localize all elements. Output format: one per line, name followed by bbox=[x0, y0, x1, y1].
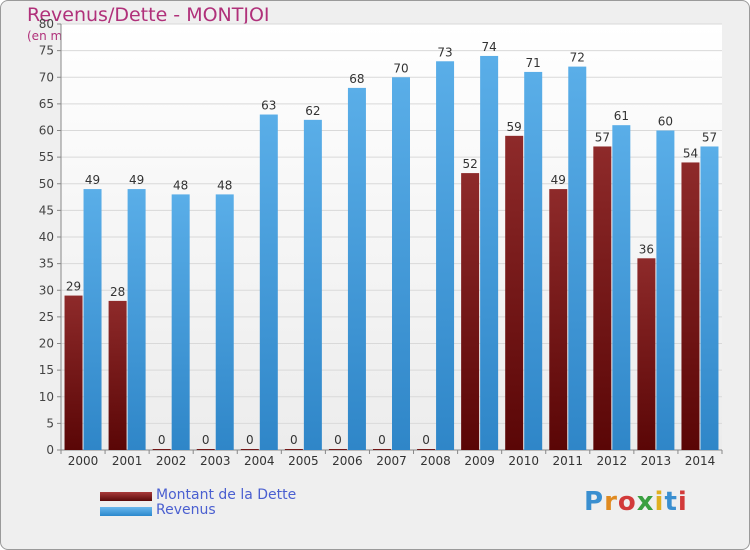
legend-swatch-revenus bbox=[100, 507, 152, 516]
y-tick-label: 50 bbox=[39, 177, 54, 191]
bar-revenus bbox=[480, 55, 499, 450]
x-tick-label: 2011 bbox=[552, 454, 583, 468]
data-label: 70 bbox=[393, 61, 408, 75]
x-tick-label: 2005 bbox=[288, 454, 319, 468]
y-tick-label: 55 bbox=[39, 150, 54, 164]
data-label: 59 bbox=[507, 120, 522, 134]
bar-dette bbox=[196, 449, 215, 450]
data-label: 29 bbox=[66, 280, 81, 294]
data-label: 72 bbox=[570, 51, 585, 65]
x-tick-label: 2014 bbox=[685, 454, 716, 468]
data-label: 48 bbox=[217, 178, 232, 192]
y-tick-label: 60 bbox=[39, 124, 54, 138]
y-tick-label: 80 bbox=[39, 17, 54, 31]
y-tick-label: 45 bbox=[39, 203, 54, 217]
y-tick-label: 70 bbox=[39, 70, 54, 84]
bar-revenus bbox=[612, 125, 631, 451]
bar-dette bbox=[152, 449, 171, 450]
x-tick-label: 2000 bbox=[68, 454, 99, 468]
data-label: 49 bbox=[129, 173, 144, 187]
y-tick-label: 75 bbox=[39, 44, 54, 58]
data-label: 57 bbox=[595, 130, 610, 144]
data-label: 36 bbox=[639, 242, 654, 256]
bar-revenus bbox=[656, 130, 675, 450]
x-tick-label: 2008 bbox=[420, 454, 451, 468]
bar-revenus bbox=[171, 194, 190, 450]
bar-dette bbox=[681, 162, 700, 450]
y-tick-label: 5 bbox=[46, 416, 54, 430]
data-label: 60 bbox=[658, 115, 673, 129]
data-label: 68 bbox=[349, 72, 364, 86]
data-label: 61 bbox=[614, 109, 629, 123]
x-tick-label: 2010 bbox=[508, 454, 539, 468]
x-tick-label: 2007 bbox=[376, 454, 407, 468]
bar-revenus bbox=[259, 114, 278, 451]
bar-revenus bbox=[347, 87, 366, 451]
bar-dette bbox=[505, 135, 524, 450]
x-tick-label: 2012 bbox=[597, 454, 628, 468]
y-tick-label: 20 bbox=[39, 337, 54, 351]
proxiti-logo: Proxiti bbox=[584, 487, 688, 517]
y-tick-label: 25 bbox=[39, 310, 54, 324]
data-label: 57 bbox=[702, 130, 717, 144]
bar-revenus bbox=[215, 194, 234, 450]
x-tick-label: 2006 bbox=[332, 454, 363, 468]
bar-revenus bbox=[568, 66, 587, 450]
data-label: 52 bbox=[462, 157, 477, 171]
bar-dette bbox=[637, 258, 656, 450]
data-label: 54 bbox=[683, 146, 698, 160]
data-label: 0 bbox=[334, 433, 342, 447]
legend-label-dette: Montant de la Dette bbox=[156, 487, 297, 503]
bar-revenus bbox=[524, 71, 543, 451]
y-tick-label: 35 bbox=[39, 257, 54, 271]
data-label: 63 bbox=[261, 99, 276, 113]
bar-revenus bbox=[83, 189, 102, 450]
data-label: 71 bbox=[526, 56, 541, 70]
data-label: 0 bbox=[422, 433, 430, 447]
bar-dette bbox=[240, 449, 259, 450]
bar-dette bbox=[284, 449, 303, 450]
data-label: 0 bbox=[158, 433, 166, 447]
legend-swatch-dette bbox=[100, 492, 152, 501]
data-label: 48 bbox=[173, 178, 188, 192]
bar-revenus bbox=[392, 77, 410, 450]
y-tick-label: 15 bbox=[39, 363, 54, 377]
bar-dette bbox=[64, 295, 83, 450]
data-label: 0 bbox=[290, 433, 298, 447]
chart-title: Revenus/Dette - MONTJOI bbox=[27, 4, 270, 26]
bar-dette bbox=[549, 189, 568, 450]
y-tick-label: 65 bbox=[39, 97, 54, 111]
data-label: 28 bbox=[110, 285, 125, 299]
bar-dette bbox=[417, 449, 436, 450]
y-tick-label: 0 bbox=[46, 443, 54, 457]
y-tick-label: 30 bbox=[39, 283, 54, 297]
data-label: 49 bbox=[85, 173, 100, 187]
data-label: 73 bbox=[437, 45, 452, 59]
bar-dette bbox=[108, 300, 127, 450]
y-tick-label: 10 bbox=[39, 390, 54, 404]
x-tick-label: 2003 bbox=[200, 454, 231, 468]
data-label: 0 bbox=[246, 433, 254, 447]
bar-revenus bbox=[303, 119, 322, 450]
bar-revenus bbox=[700, 146, 719, 450]
x-tick-label: 2001 bbox=[112, 454, 143, 468]
bar-revenus bbox=[127, 189, 146, 450]
x-tick-label: 2004 bbox=[244, 454, 275, 468]
x-tick-label: 2002 bbox=[156, 454, 187, 468]
data-label: 74 bbox=[481, 40, 496, 54]
data-label: 62 bbox=[305, 104, 320, 118]
bar-dette bbox=[328, 449, 347, 450]
bar-revenus bbox=[436, 61, 455, 451]
bar-dette bbox=[461, 173, 480, 450]
legend-label-revenus: Revenus bbox=[156, 502, 216, 518]
data-label: 0 bbox=[378, 433, 386, 447]
data-label: 0 bbox=[202, 433, 210, 447]
data-label: 49 bbox=[551, 173, 566, 187]
y-tick-label: 40 bbox=[39, 230, 54, 244]
bar-dette bbox=[373, 449, 391, 450]
x-tick-label: 2013 bbox=[641, 454, 672, 468]
x-tick-label: 2009 bbox=[464, 454, 495, 468]
bar-dette bbox=[593, 146, 612, 450]
